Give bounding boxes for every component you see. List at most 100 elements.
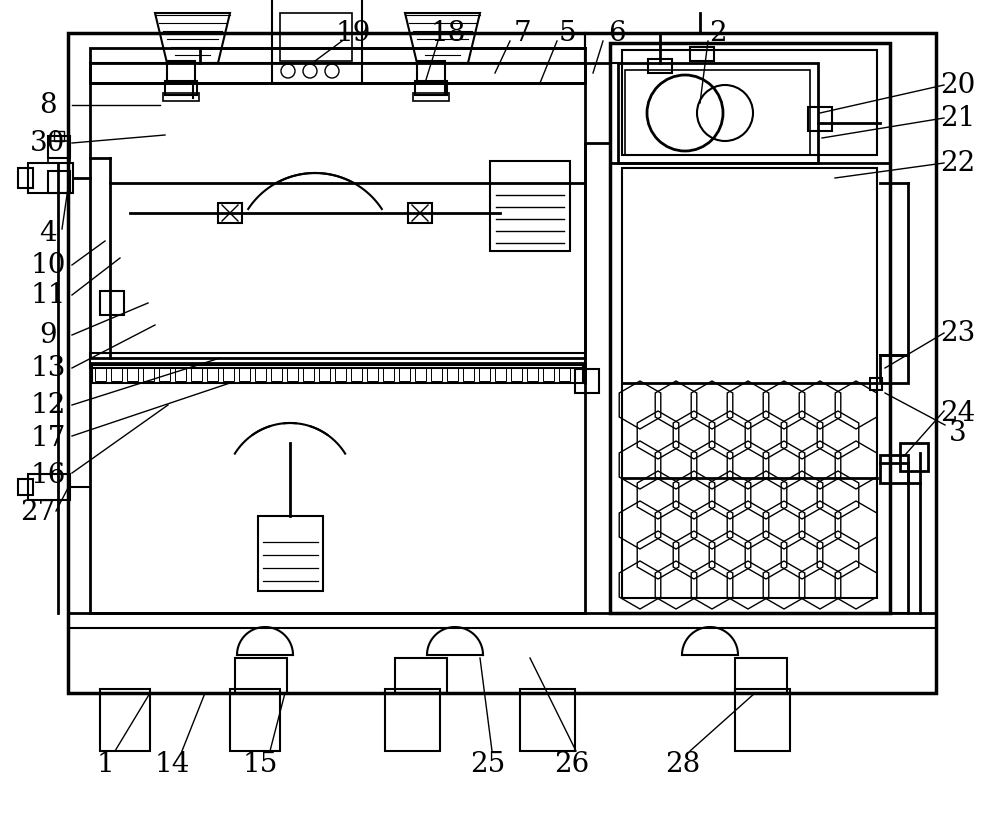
Bar [127,367,138,381]
Bar [880,355,908,383]
Bar [335,367,346,381]
Bar [48,141,70,163]
Bar [90,63,585,83]
Bar [527,367,538,381]
Bar [431,367,442,381]
Text: 22: 22 [940,150,976,176]
Text: 30: 30 [30,129,66,156]
Bar [100,291,124,315]
Text: 16: 16 [30,462,66,489]
Bar [165,81,197,95]
Bar [90,353,585,368]
Text: 12: 12 [30,392,66,419]
Bar [415,81,447,95]
Bar [870,378,882,390]
Text: 14: 14 [154,751,190,779]
Text: 21: 21 [940,105,976,132]
Bar [900,443,928,471]
Bar [399,367,410,381]
Bar [218,203,242,223]
Bar [92,365,583,383]
Bar [271,367,282,381]
Bar [622,168,877,598]
Bar [622,50,877,155]
Bar [272,0,362,83]
Bar [207,367,218,381]
Bar [90,363,585,613]
Text: 17: 17 [30,425,66,452]
Text: 13: 13 [30,355,66,382]
Text: 11: 11 [30,281,66,309]
Bar [258,516,323,591]
Bar [54,131,64,141]
Bar [463,367,474,381]
Bar [48,136,70,158]
Bar [408,203,432,223]
Bar [111,367,122,381]
Bar [413,93,449,101]
Bar [28,163,73,193]
Text: 23: 23 [940,319,976,346]
Bar [163,93,199,101]
Bar [735,658,787,693]
Text: 26: 26 [554,751,590,779]
Bar [18,479,33,495]
Bar [735,689,790,751]
Bar [100,689,150,751]
Bar [319,367,330,381]
Bar [143,367,154,381]
Bar [255,367,266,381]
Bar [367,367,378,381]
Bar [415,367,426,381]
Bar [18,168,33,188]
Bar [68,33,936,693]
Text: 3: 3 [949,420,967,447]
Text: 6: 6 [608,20,626,47]
Text: 15: 15 [242,751,278,779]
Bar [383,367,394,381]
Bar [287,367,298,381]
Text: 4: 4 [39,220,57,247]
Bar [808,107,832,131]
Text: 25: 25 [470,751,506,779]
Text: 9: 9 [39,322,57,348]
Bar [175,367,186,381]
Bar [385,689,440,751]
Bar [520,689,575,751]
Bar [495,367,506,381]
Bar [618,63,818,163]
Bar [610,43,890,613]
Bar [90,48,585,358]
Bar [48,171,70,193]
Bar [559,367,570,381]
Bar [490,161,570,251]
Bar [648,59,672,73]
Text: 20: 20 [940,72,976,99]
Bar [95,367,106,381]
Bar [68,613,936,693]
Bar [395,658,447,693]
Bar [543,367,554,381]
Text: 19: 19 [335,20,371,47]
Text: 18: 18 [430,20,466,47]
Text: 8: 8 [39,91,57,119]
Text: 24: 24 [940,399,976,426]
Bar [511,367,522,381]
Bar [239,367,250,381]
Bar [351,367,362,381]
Bar [610,43,890,163]
Text: 27: 27 [20,500,56,527]
Bar [625,70,810,155]
Bar [690,47,714,61]
Text: 10: 10 [30,252,66,278]
Bar [223,367,234,381]
Text: 1: 1 [96,751,114,779]
Bar [303,367,314,381]
Bar [167,61,195,83]
Bar [235,658,287,693]
Bar [417,61,445,83]
Text: 7: 7 [513,20,531,47]
Bar [479,367,490,381]
Text: 2: 2 [709,20,727,47]
Bar [28,474,70,500]
